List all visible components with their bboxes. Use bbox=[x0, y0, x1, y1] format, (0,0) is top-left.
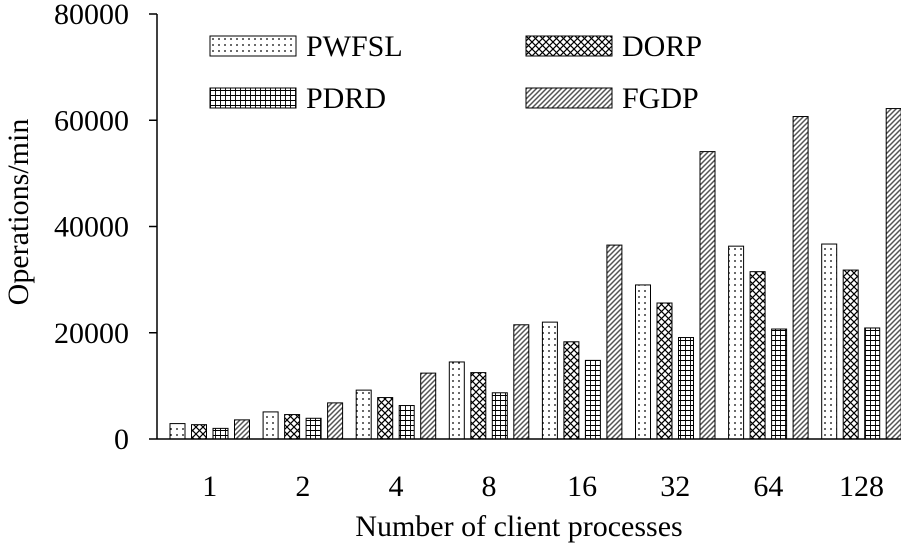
x-tick-label-2: 2 bbox=[295, 470, 310, 503]
legend-swatch-pwfsl bbox=[209, 35, 297, 57]
bar-pwfsl-128 bbox=[821, 243, 838, 440]
bar-pwfsl-64 bbox=[728, 245, 745, 440]
bar-pwfsl-32 bbox=[635, 284, 651, 440]
x-tick-label-4: 4 bbox=[388, 470, 403, 503]
y-tick-label-20000: 20000 bbox=[54, 317, 129, 350]
legend-swatch-dorp bbox=[525, 35, 613, 57]
legend-label-pwfsl: PWFSL bbox=[306, 30, 403, 63]
bar-pdrd-8 bbox=[491, 392, 508, 440]
bar-fgdp-32 bbox=[699, 151, 716, 440]
bar-pdrd-16 bbox=[584, 359, 601, 440]
y-tick-label-0: 0 bbox=[114, 423, 129, 456]
bar-pdrd-1 bbox=[212, 427, 229, 440]
bar-fgdp-4 bbox=[420, 372, 437, 440]
x-axis-label: Number of client processes bbox=[355, 510, 682, 543]
bar-dorp-16 bbox=[563, 341, 580, 440]
x-tick-label-8: 8 bbox=[482, 470, 497, 503]
legend-label-dorp: DORP bbox=[622, 30, 702, 63]
bar-dorp-8 bbox=[470, 372, 487, 440]
bar-fgdp-16 bbox=[606, 244, 623, 440]
y-tick-label-60000: 60000 bbox=[54, 104, 129, 137]
bar-dorp-128 bbox=[842, 269, 859, 440]
bar-dorp-1 bbox=[191, 424, 207, 440]
bar-fgdp-64 bbox=[792, 116, 809, 440]
bar-pwfsl-4 bbox=[355, 389, 372, 440]
legend-label-fgdp: FGDP bbox=[622, 82, 699, 115]
y-ticks: 0 20000 40000 60000 80000 bbox=[54, 0, 157, 456]
bar-pdrd-32 bbox=[678, 337, 694, 440]
bar-pdrd-4 bbox=[398, 405, 415, 440]
bar-fgdp-1 bbox=[234, 419, 250, 440]
x-tick-label-1: 1 bbox=[202, 470, 217, 503]
bar-pwfsl-16 bbox=[541, 321, 558, 440]
bar-fgdp-8 bbox=[513, 324, 530, 440]
bar-pdrd-2 bbox=[305, 417, 322, 440]
legend-swatch-fgdp bbox=[525, 87, 613, 109]
legend-swatch-pdrd bbox=[209, 87, 297, 109]
bar-pwfsl-8 bbox=[448, 361, 465, 440]
bar-dorp-64 bbox=[749, 271, 766, 440]
y-tick-label-40000: 40000 bbox=[54, 211, 129, 244]
bar-fgdp-128 bbox=[885, 108, 901, 440]
bar-fgdp-2 bbox=[327, 402, 344, 440]
bar-pdrd-64 bbox=[771, 328, 788, 440]
bar-dorp-32 bbox=[656, 302, 673, 440]
x-tick-label-32: 32 bbox=[660, 470, 690, 503]
legend: PWFSL DORP PDRD FGDP bbox=[209, 30, 702, 115]
bar-dorp-2 bbox=[284, 414, 301, 440]
bar-pwfsl-2 bbox=[262, 411, 279, 440]
y-tick-label-80000: 80000 bbox=[54, 0, 129, 31]
x-tick-label-16: 16 bbox=[567, 470, 597, 503]
x-tick-label-128: 128 bbox=[839, 470, 884, 503]
legend-label-pdrd: PDRD bbox=[306, 82, 386, 115]
bar-dorp-4 bbox=[377, 397, 394, 440]
bars-layer bbox=[169, 108, 901, 440]
y-axis-label: Operations/min bbox=[2, 119, 35, 306]
x-ticks: 1 2 4 8 16 32 64 128 bbox=[202, 470, 884, 503]
bar-pdrd-128 bbox=[864, 327, 881, 440]
bar-pwfsl-1 bbox=[169, 423, 186, 440]
x-tick-label-64: 64 bbox=[753, 470, 783, 503]
